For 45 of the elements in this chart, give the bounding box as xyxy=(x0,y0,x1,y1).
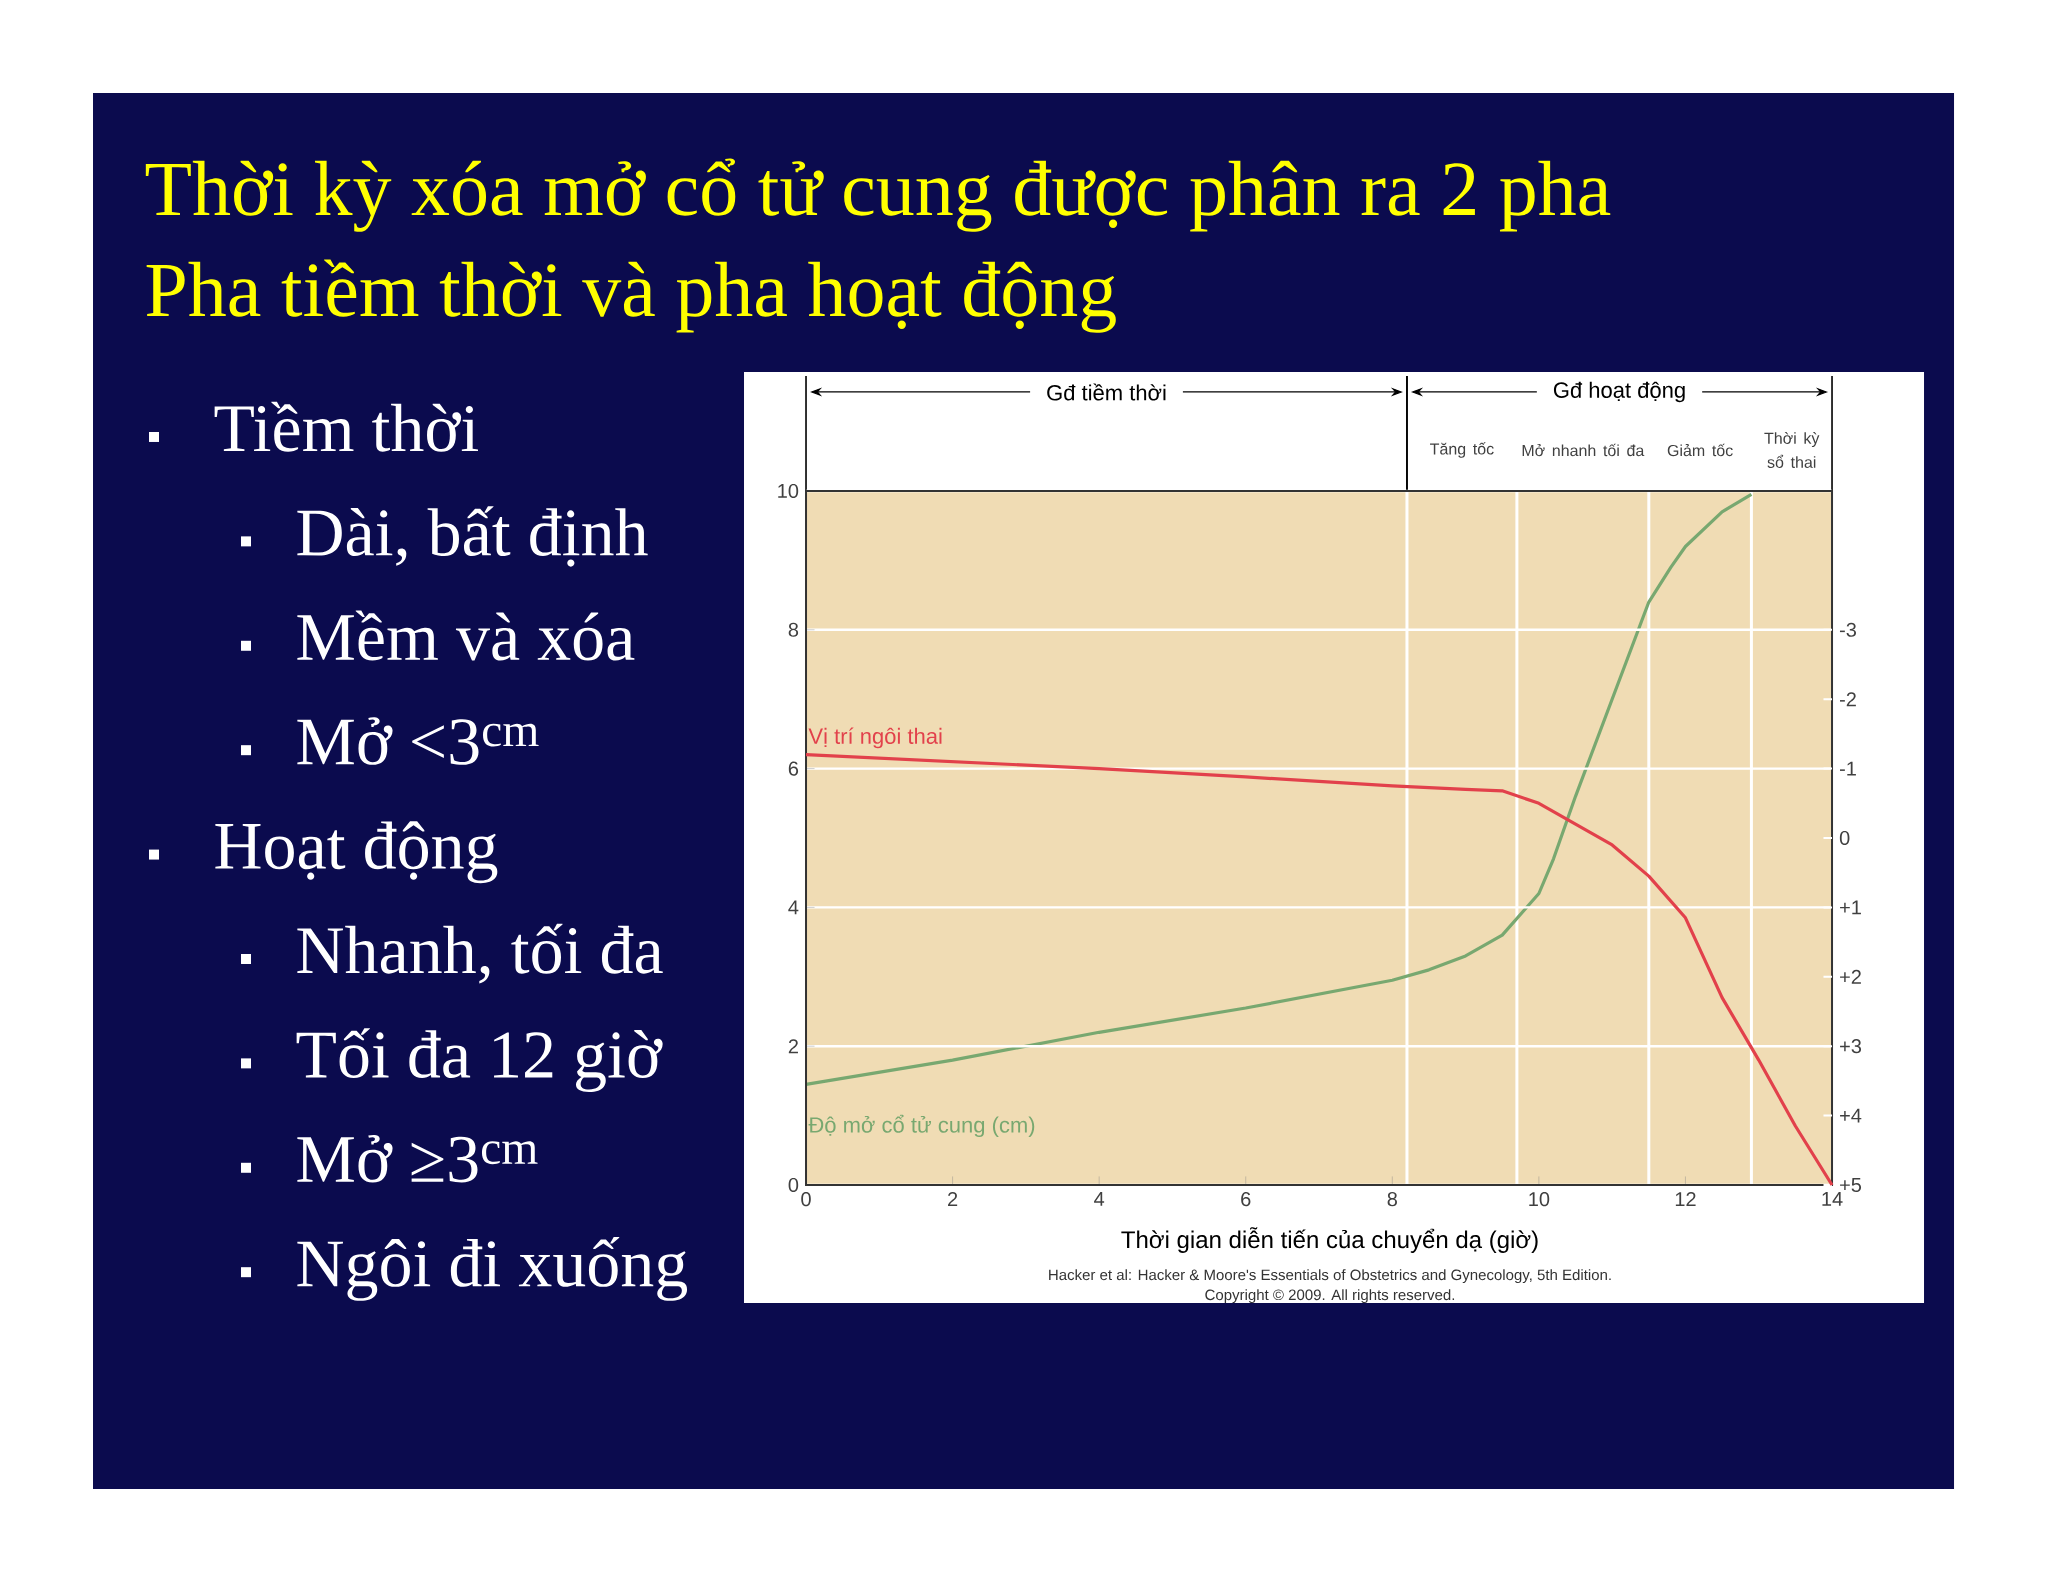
text: Nhanh, tối đa xyxy=(297,923,663,984)
text: Hoạt động xyxy=(215,821,498,884)
text: Gđ tiềm thời xyxy=(1047,383,1166,401)
text: Tiềm thời xyxy=(214,401,478,452)
x-tick-label: 6 xyxy=(1241,1192,1251,1207)
x-tick-label: 4 xyxy=(1094,1192,1105,1206)
chart-title: Thời kỳ xóa mở cổ tử cung được phân ra 2 pha xyxy=(145,158,1611,232)
text: Giảm tốc xyxy=(1667,443,1733,457)
series-label: Độ mở cổ tử cung (cm) xyxy=(808,1114,1035,1138)
y-tick-label: 10 xyxy=(778,483,799,499)
y2-tick-label: 0 xyxy=(1839,830,1850,846)
x-tick-label: 0 xyxy=(801,1192,811,1207)
y2-tick-label: -2 xyxy=(1839,692,1856,707)
series-label: Vị trí ngôi thai xyxy=(808,727,942,749)
x-axis-title: Thời gian diễn tiến của chuyển dạ (giờ) xyxy=(1121,1227,1538,1253)
text: Gđ hoạt động xyxy=(1553,381,1685,403)
x-tick-label: 8 xyxy=(1387,1192,1397,1207)
x-tick-label: 10 xyxy=(1529,1192,1550,1207)
text: Mở nhanh tối đa xyxy=(1522,443,1645,457)
text: Mở ≥3$^{cm}$ xyxy=(297,1134,538,1183)
y2-tick-label: -1 xyxy=(1839,761,1856,776)
y2-tick-label: +5 xyxy=(1840,1178,1862,1192)
chart-subtitle: Pha tiềm thời và pha hoạt động xyxy=(146,259,1116,333)
y-tick-label: 0 xyxy=(788,1177,799,1193)
text: Mềm và xóa xyxy=(297,610,635,661)
y2-tick-label: +1 xyxy=(1840,900,1861,915)
text: Hacker et al: Hacker & Moore's Essentials of Obstetrics and Gynecology, 5th Edition. xyxy=(1049,1269,1611,1284)
text: Thời kỳ sổ thai xyxy=(1764,431,1820,468)
text: Copyright © 2009. All rights reserved. xyxy=(1205,1289,1455,1304)
y2-tick-label: +3 xyxy=(1840,1039,1862,1054)
text: Tăng tốc xyxy=(1430,442,1494,458)
y-tick-label: 4 xyxy=(788,900,799,915)
y2-tick-label: -3 xyxy=(1839,622,1857,637)
x-tick-label: 14 xyxy=(1822,1192,1843,1206)
y-tick-label: 6 xyxy=(788,761,799,776)
y-tick-label: 2 xyxy=(788,1039,798,1054)
text: Tối đa 12 giờ xyxy=(296,1028,663,1093)
text: Ngôi đi xuống xyxy=(297,1236,688,1301)
y-tick-label: 8 xyxy=(788,622,799,637)
y2-tick-label: +2 xyxy=(1840,969,1861,984)
text: Mở <3$^{cm}$ xyxy=(297,717,539,765)
x-tick-label: 12 xyxy=(1675,1192,1696,1207)
y2-tick-label: +4 xyxy=(1840,1108,1862,1123)
x-tick-label: 2 xyxy=(948,1192,958,1207)
text: Dài, bất định xyxy=(297,506,648,567)
